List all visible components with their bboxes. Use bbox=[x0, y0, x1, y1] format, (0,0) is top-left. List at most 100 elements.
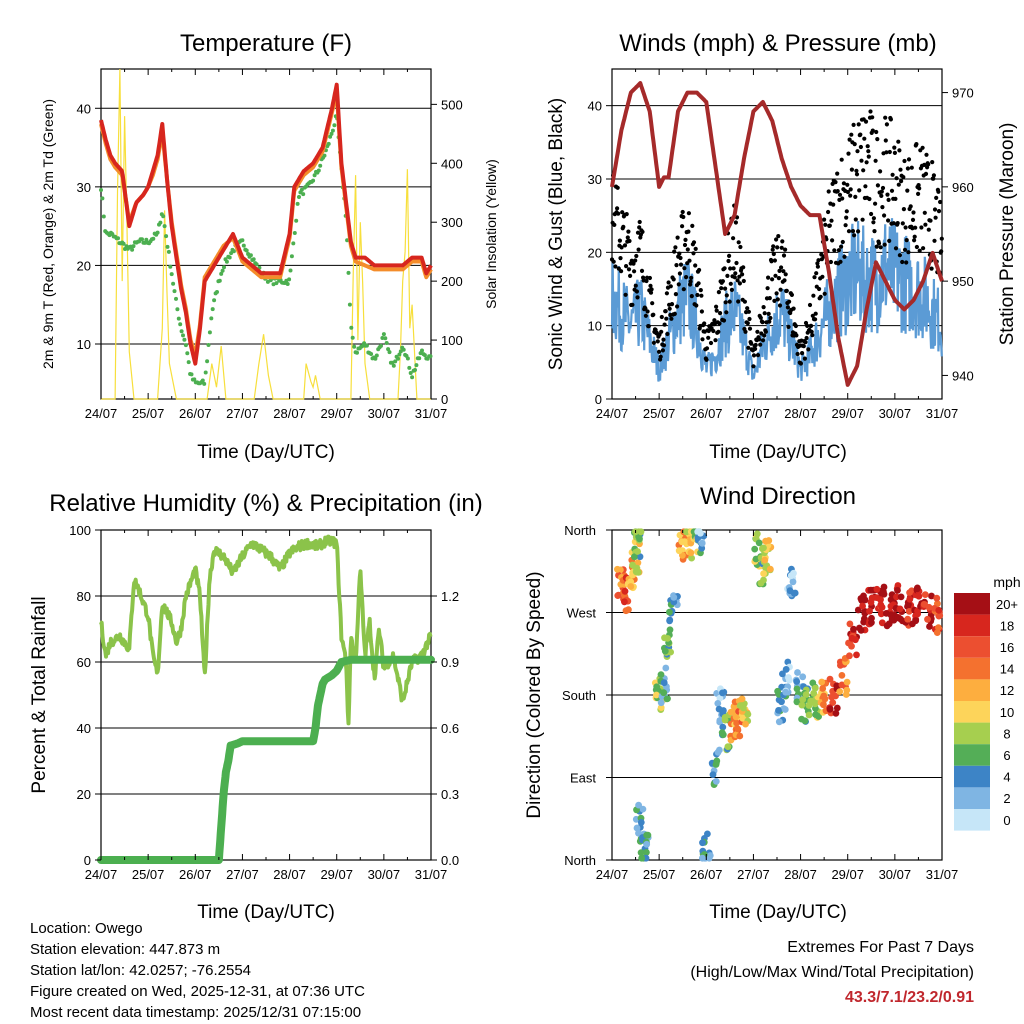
gust-point bbox=[627, 238, 632, 244]
direction-point bbox=[799, 673, 807, 681]
dewpoint-point bbox=[349, 325, 354, 330]
x-tick-label: 31/07 bbox=[926, 867, 959, 882]
direction-point bbox=[662, 664, 670, 672]
direction-point bbox=[793, 678, 801, 685]
direction-tick-label: North bbox=[564, 853, 596, 868]
dewpoint-point bbox=[397, 352, 402, 357]
direction-point bbox=[681, 538, 688, 545]
gust-point bbox=[866, 149, 871, 154]
station-info: Location: Owego Station elevation: 447.8… bbox=[30, 918, 365, 1023]
direction-point bbox=[809, 679, 817, 687]
gust-point bbox=[694, 303, 699, 308]
direction-point bbox=[781, 706, 789, 713]
y2-tick-label: 0 bbox=[441, 392, 448, 407]
y-tick-label: 0 bbox=[595, 392, 602, 407]
dewpoint-point bbox=[231, 249, 236, 254]
y2-tick-label: 970 bbox=[952, 86, 974, 101]
gust-point bbox=[843, 223, 848, 228]
gust-point bbox=[832, 248, 837, 253]
dewpoint-point bbox=[192, 377, 197, 382]
gust-point bbox=[658, 354, 663, 359]
direction-point bbox=[873, 594, 881, 601]
x-tick-label: 27/07 bbox=[737, 867, 770, 882]
dewpoint-point bbox=[130, 247, 135, 252]
gust-point bbox=[782, 278, 787, 283]
direction-point bbox=[715, 705, 723, 713]
direction-point bbox=[716, 718, 724, 726]
humidity-axes: 24/07 25/07 26/07 27/07 28/07 29/07 30/07 31/07… bbox=[69, 523, 459, 882]
gust-point bbox=[665, 331, 670, 337]
gust-point bbox=[896, 139, 901, 144]
direction-point bbox=[785, 674, 792, 681]
gust-point bbox=[889, 188, 895, 193]
direction-point bbox=[699, 854, 706, 862]
gust-point bbox=[671, 277, 676, 282]
temperature-series bbox=[99, 68, 433, 400]
gust-point bbox=[878, 169, 883, 174]
gust-point bbox=[749, 341, 754, 346]
y-tick-label: 60 bbox=[77, 655, 91, 670]
direction-point bbox=[621, 587, 629, 595]
gust-point bbox=[912, 234, 917, 239]
dewpoint-point bbox=[408, 371, 413, 375]
dewpoint-point bbox=[165, 244, 170, 249]
gust-point bbox=[675, 235, 680, 240]
gust-point bbox=[890, 172, 895, 177]
gust-point bbox=[644, 278, 649, 284]
dewpoint-point bbox=[215, 290, 219, 294]
dewpoint-point bbox=[241, 243, 246, 248]
gust-point bbox=[758, 315, 763, 320]
direction-point bbox=[906, 589, 913, 596]
dewpoint-point bbox=[101, 214, 106, 219]
direction-point bbox=[765, 537, 773, 544]
direction-point bbox=[637, 528, 645, 536]
gust-point bbox=[628, 273, 633, 278]
gust-point bbox=[859, 158, 864, 163]
direction-point bbox=[894, 614, 901, 622]
gust-point bbox=[621, 224, 626, 229]
gust-point bbox=[775, 297, 780, 302]
gust-point bbox=[874, 244, 879, 249]
gust-point bbox=[800, 351, 805, 356]
colorbar-swatch bbox=[954, 765, 990, 788]
direction-point bbox=[714, 748, 722, 756]
gust-point bbox=[687, 258, 692, 263]
gust-point bbox=[906, 157, 912, 162]
gust-point bbox=[909, 165, 914, 170]
gust-point bbox=[876, 241, 882, 246]
gust-point bbox=[893, 246, 899, 251]
dewpoint-point bbox=[189, 372, 194, 377]
winds-ylabel: Sonic Wind & Gust (Blue, Black) bbox=[546, 98, 567, 370]
gust-point bbox=[677, 271, 683, 276]
direction-point bbox=[755, 539, 763, 547]
y2-tick-label: 950 bbox=[952, 274, 974, 289]
dewpoint-point bbox=[158, 220, 163, 225]
direction-point bbox=[857, 595, 865, 602]
gust-point bbox=[760, 320, 765, 325]
gust-point bbox=[719, 286, 724, 291]
colorbar-swatch bbox=[954, 593, 990, 615]
gust-point bbox=[789, 292, 795, 297]
dewpoint-point bbox=[407, 365, 412, 370]
gust-point bbox=[613, 264, 618, 269]
direction-point bbox=[634, 568, 642, 576]
gust-point bbox=[780, 239, 785, 244]
gust-point bbox=[740, 272, 745, 277]
colorbar-swatch bbox=[954, 744, 990, 766]
direction-point bbox=[775, 707, 782, 714]
sonic-wind-line bbox=[610, 218, 943, 382]
gust-point bbox=[737, 274, 742, 279]
gust-point bbox=[771, 251, 776, 257]
gust-point bbox=[772, 298, 777, 303]
x-tick-label: 31/07 bbox=[415, 406, 448, 421]
dewpoint-point bbox=[205, 359, 210, 364]
gust-point bbox=[777, 303, 783, 308]
x-tick-label: 26/07 bbox=[690, 867, 723, 882]
gust-point bbox=[845, 189, 851, 195]
gust-point bbox=[669, 316, 674, 321]
gust-point bbox=[854, 168, 859, 173]
gust-point bbox=[815, 261, 820, 266]
direction-point bbox=[705, 854, 713, 862]
direction-point bbox=[867, 598, 875, 606]
gust-point bbox=[841, 181, 847, 186]
